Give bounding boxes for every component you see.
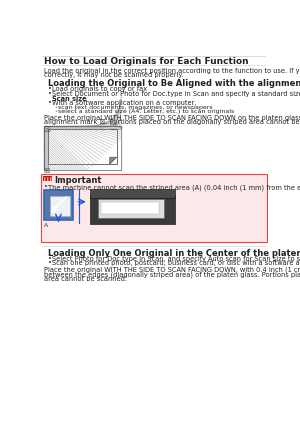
Text: Loading Only One Original in the Center of the platen glass: Loading Only One Original in the Center … bbox=[48, 249, 300, 258]
Text: i: i bbox=[50, 177, 51, 181]
Text: alignment mark ☒. Portions placed on the diagonally striped area cannot be scann: alignment mark ☒. Portions placed on the… bbox=[44, 120, 300, 126]
Text: •: • bbox=[44, 184, 48, 190]
Text: scan text documents, magazines, or newspapers: scan text documents, magazines, or newsp… bbox=[58, 105, 213, 110]
Bar bbox=[48, 129, 121, 170]
Bar bbox=[43, 176, 46, 181]
Text: •: • bbox=[48, 256, 52, 262]
Text: Important: Important bbox=[55, 176, 102, 185]
Text: •: • bbox=[48, 260, 52, 266]
Bar bbox=[49, 176, 52, 181]
Text: Load the original in the correct position according to the function to use. If y: Load the original in the correct positio… bbox=[44, 68, 300, 74]
Bar bbox=[90, 195, 176, 224]
Text: How to Load Originals for Each Function: How to Load Originals for Each Function bbox=[44, 57, 248, 66]
Text: Loading the Original to Be Aligned with the alignment mark ☒: Loading the Original to Be Aligned with … bbox=[48, 79, 300, 88]
Text: Scan one printed photo, postcard, business card, or disc with a software applica: Scan one printed photo, postcard, busine… bbox=[52, 260, 300, 266]
Text: i: i bbox=[46, 177, 48, 181]
Text: ◦: ◦ bbox=[55, 109, 58, 114]
Text: select a standard size (A4, Letter, etc.) to scan originals: select a standard size (A4, Letter, etc.… bbox=[58, 109, 235, 114]
Bar bbox=[101, 202, 159, 214]
Bar bbox=[50, 196, 70, 216]
Text: The machine cannot scan the striped area (A) (0.04 inch (1 mm) from the edges of: The machine cannot scan the striped area… bbox=[48, 184, 300, 191]
Bar bbox=[98, 199, 164, 218]
Text: •: • bbox=[48, 100, 52, 106]
Text: correctly, it may not be scanned properly.: correctly, it may not be scanned properl… bbox=[44, 73, 183, 78]
Text: Place the original WITH THE SIDE TO SCAN FACING DOWN, with 0.4 inch (1 cm) or mo: Place the original WITH THE SIDE TO SCAN… bbox=[44, 266, 300, 273]
Polygon shape bbox=[110, 157, 116, 164]
Text: A4: A4 bbox=[110, 122, 118, 127]
Text: Place the original WITH THE SIDE TO SCAN FACING DOWN on the platen glass and ali: Place the original WITH THE SIDE TO SCAN… bbox=[44, 115, 300, 121]
Text: Load originals to copy or fax: Load originals to copy or fax bbox=[52, 86, 147, 92]
Text: ☒: ☒ bbox=[43, 125, 50, 134]
Bar bbox=[46, 176, 49, 181]
Text: area cannot be scanned.: area cannot be scanned. bbox=[44, 276, 127, 282]
Text: between the edges (diagonally striped area) of the platen glass. Portions placed: between the edges (diagonally striped ar… bbox=[44, 271, 300, 278]
Bar bbox=[48, 129, 117, 164]
Text: A: A bbox=[44, 223, 48, 228]
Text: •: • bbox=[48, 91, 52, 97]
Text: ☒: ☒ bbox=[43, 168, 49, 174]
Text: ◦: ◦ bbox=[55, 105, 58, 110]
Bar bbox=[90, 189, 176, 198]
Bar bbox=[44, 190, 73, 220]
Text: Scan size: Scan size bbox=[52, 95, 87, 101]
Text: Select Document or Photo for Doc.type in Scan and specify a standard size (A4, L: Select Document or Photo for Doc.type in… bbox=[52, 91, 300, 98]
Bar bbox=[44, 126, 121, 170]
Bar bbox=[40, 174, 267, 242]
Text: i: i bbox=[43, 177, 45, 181]
Text: Select Photo for Doc.type in Scan, and specify Auto scan for Scan size to scan o: Select Photo for Doc.type in Scan, and s… bbox=[52, 256, 300, 262]
Text: •: • bbox=[48, 86, 52, 92]
Text: With a software application on a computer,: With a software application on a compute… bbox=[52, 100, 196, 106]
